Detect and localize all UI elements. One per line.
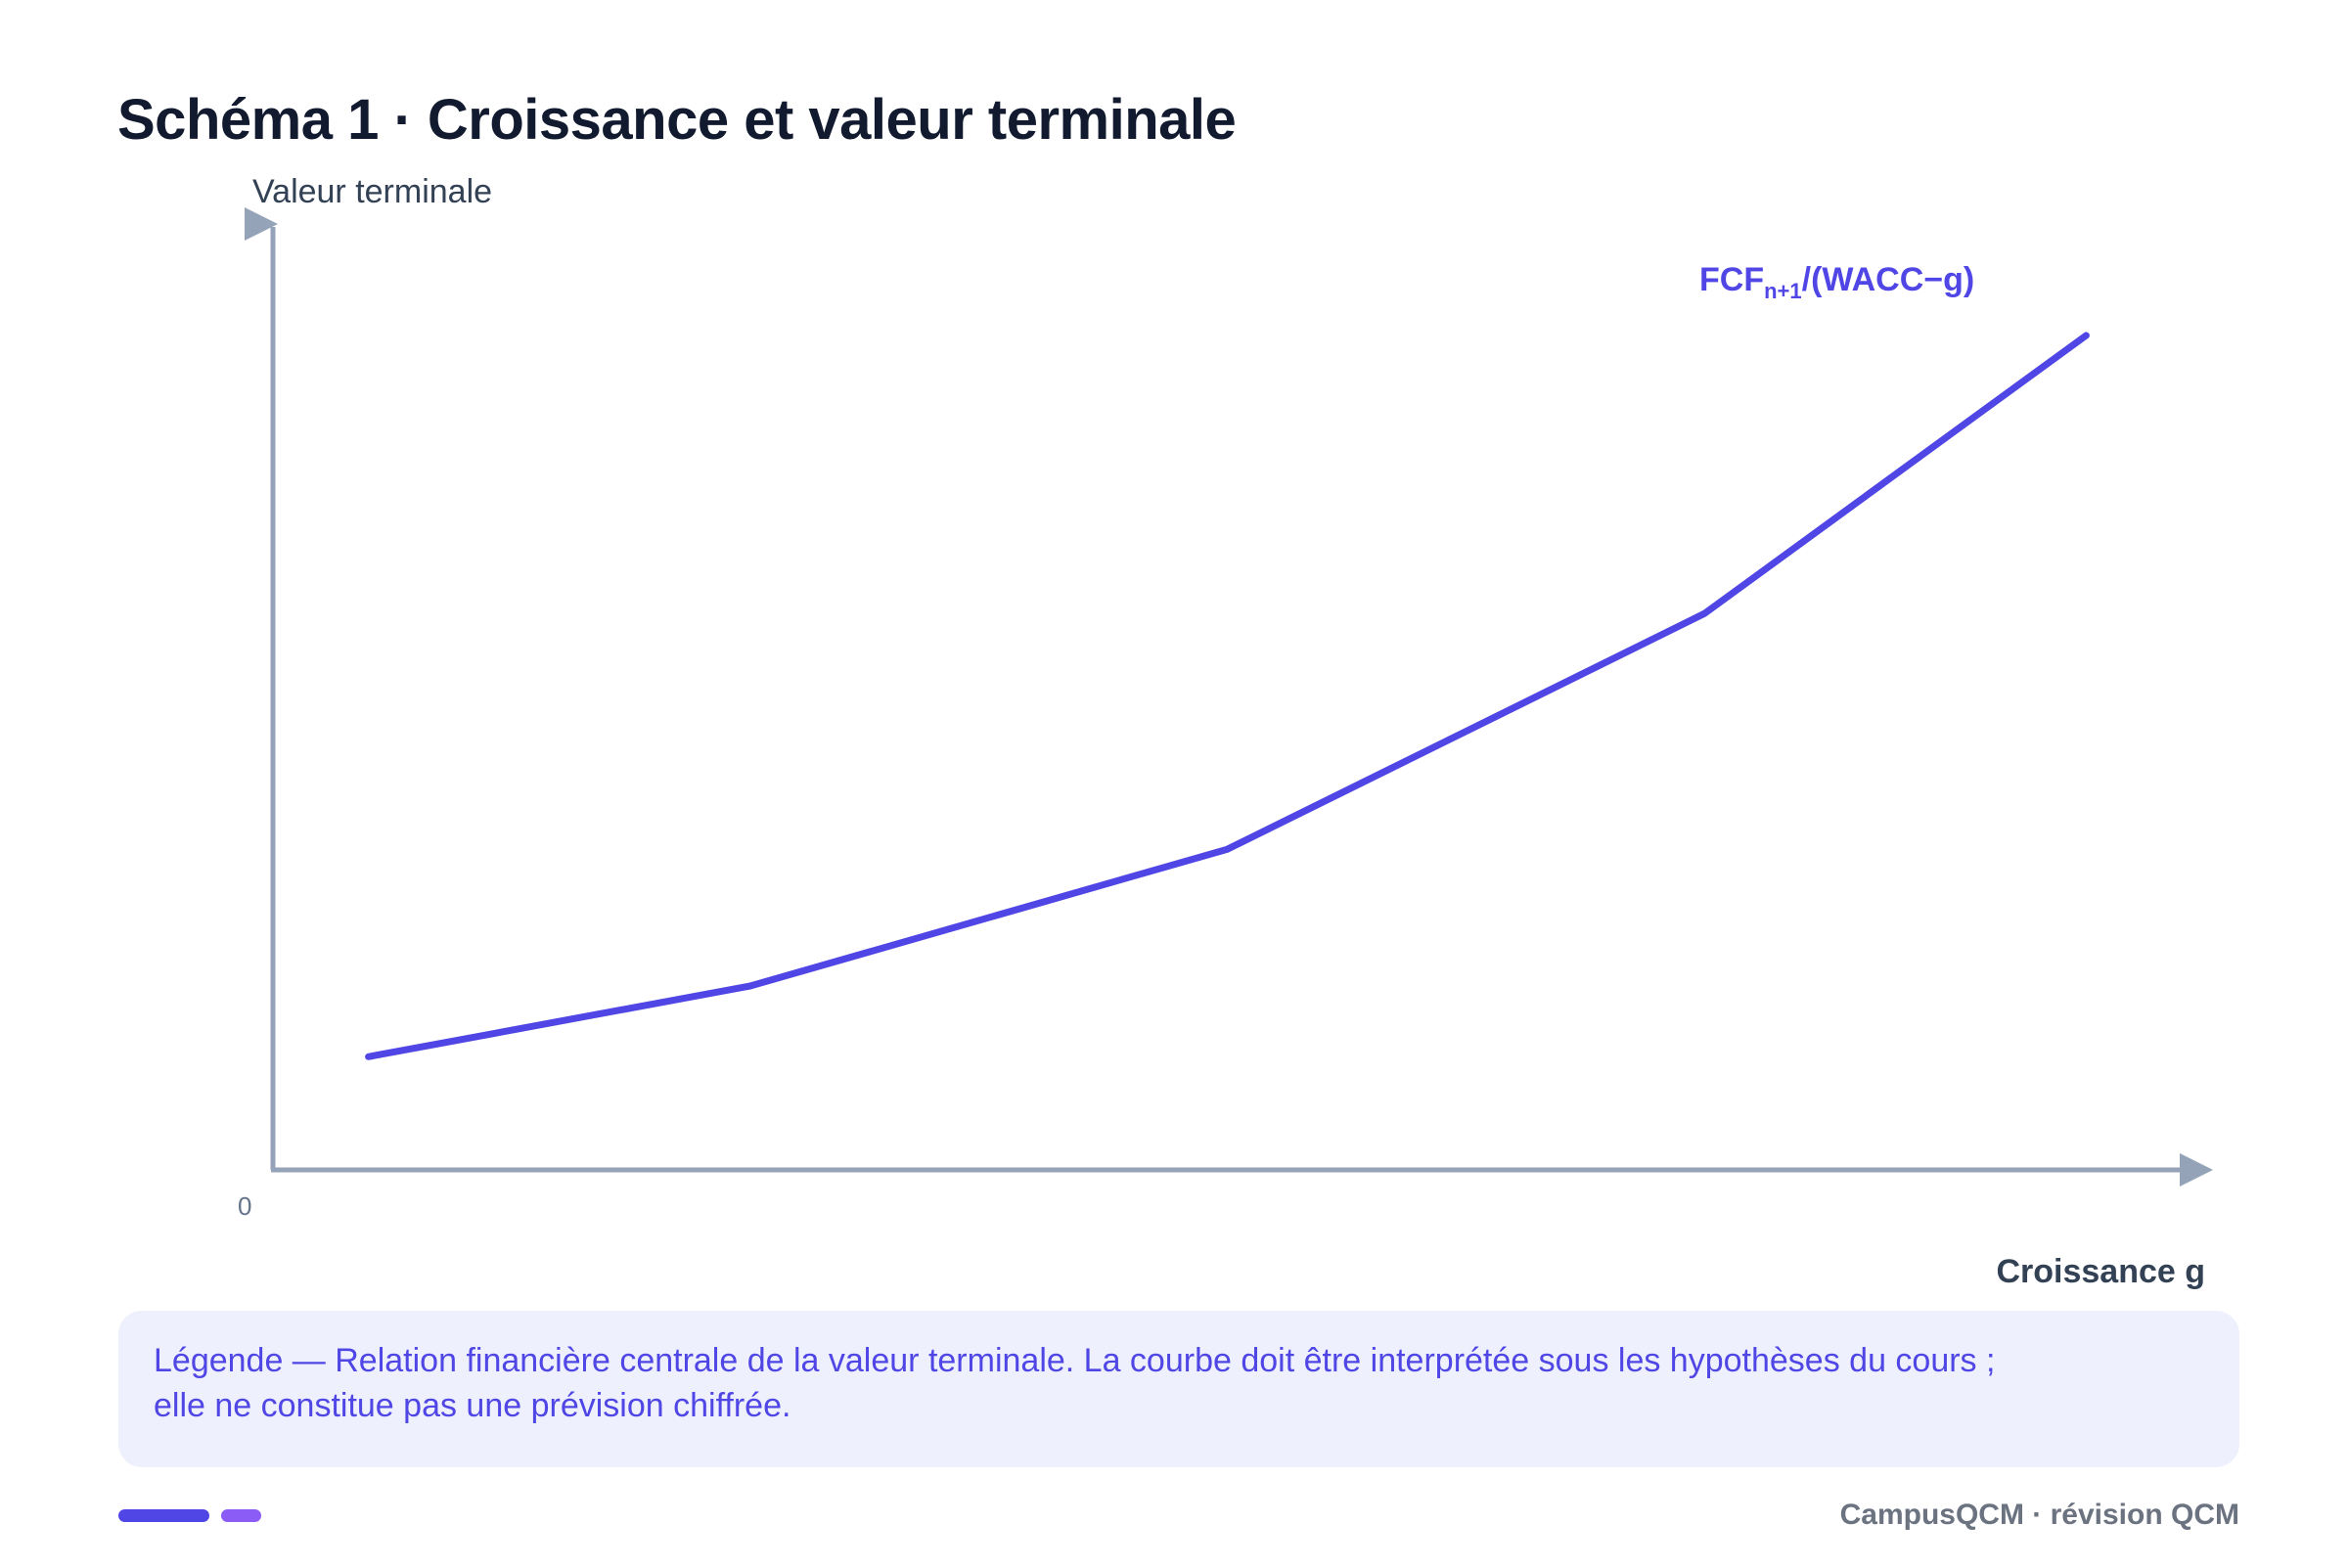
footer-bar-primary (118, 1509, 209, 1522)
series-label-main: FCF (1699, 261, 1764, 298)
y-axis-arrow (245, 207, 278, 241)
y-axis-label: Valeur terminale (252, 173, 492, 210)
series-label-rest: /(WACC−g) (1802, 261, 1975, 298)
series-label-subscript: n+1 (1764, 279, 1802, 303)
caption-text: Légende — Relation financière centrale d… (154, 1342, 1996, 1424)
footer-bar-secondary (221, 1509, 261, 1522)
caption-box: Légende — Relation financière centrale d… (118, 1311, 2239, 1467)
chart-title: Schéma 1 · Croissance et valeur terminal… (117, 88, 1237, 152)
series-line (365, 332, 2090, 1060)
line-chart: Valeur terminale 0 Croissance g FCFn+1/(… (238, 173, 2213, 1290)
origin-label: 0 (238, 1191, 251, 1221)
x-axis-arrow (2180, 1153, 2213, 1187)
x-axis-label: Croissance g (1996, 1253, 2205, 1290)
series-label: FCFn+1/(WACC−g) (1699, 261, 1974, 303)
footer-brand: CampusQCM · révision QCM (1839, 1499, 2239, 1531)
